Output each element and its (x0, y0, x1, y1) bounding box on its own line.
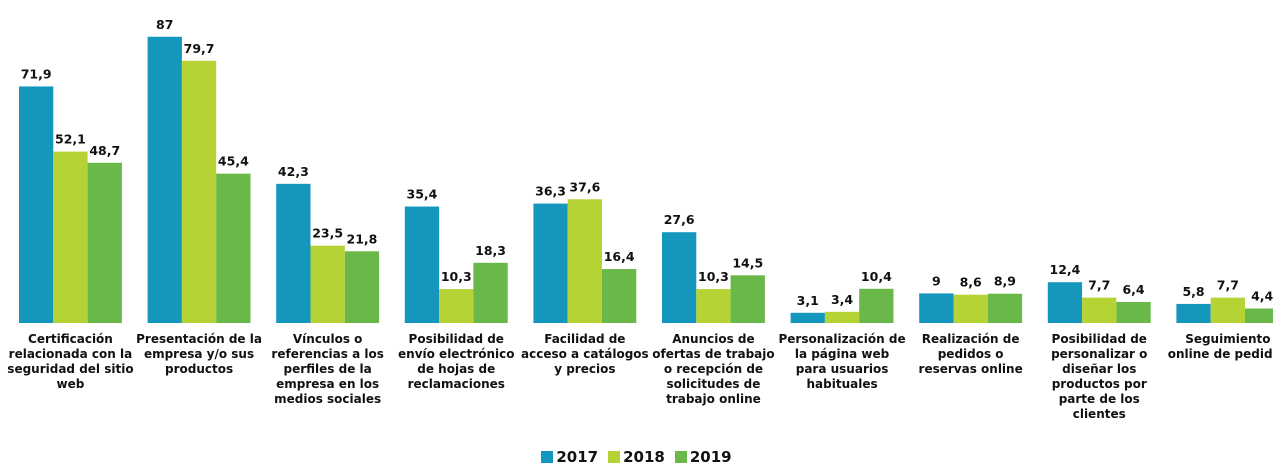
value-label: 8,9 (994, 274, 1016, 289)
legend-swatch (541, 451, 554, 463)
value-label: 10,3 (441, 269, 472, 284)
value-label: 12,4 (1050, 262, 1081, 277)
bar (439, 289, 474, 323)
value-label: 36,3 (535, 184, 566, 199)
bar (696, 289, 731, 323)
bar (602, 269, 637, 323)
bar (1116, 301, 1151, 323)
value-label: 5,8 (1182, 284, 1204, 299)
bar (790, 312, 825, 323)
value-label: 87 (156, 17, 173, 32)
bar (1210, 297, 1245, 323)
legend: 2017 2018 2019 (0, 448, 1273, 466)
value-label: 21,8 (347, 231, 378, 246)
value-label: 37,6 (569, 179, 600, 194)
value-label: 8,6 (960, 275, 982, 290)
legend-label: 2018 (623, 448, 665, 466)
bar (730, 275, 765, 323)
legend-item: 2019 (674, 448, 732, 466)
x-tick-label: Personalización de la página web para us… (778, 332, 906, 391)
value-label: 6,4 (1122, 282, 1144, 297)
value-label: 48,7 (89, 143, 120, 158)
bar (919, 293, 954, 323)
legend-item: 2017 (541, 448, 598, 466)
bar (1245, 308, 1273, 323)
bar (987, 293, 1023, 323)
bar (859, 288, 894, 323)
bar (19, 86, 54, 323)
bar (824, 311, 860, 323)
value-label: 4,4 (1251, 289, 1273, 304)
bar (147, 36, 182, 324)
value-label: 23,5 (312, 226, 343, 241)
value-label: 42,3 (278, 164, 309, 179)
bar (276, 183, 311, 323)
legend-swatch (674, 451, 687, 463)
bar (216, 173, 251, 323)
bar (662, 232, 697, 323)
bar (533, 203, 568, 323)
x-tick-label: Vínculos o referencias a los perfiles de… (271, 332, 384, 406)
bar (473, 262, 508, 323)
bar (567, 199, 602, 323)
value-label: 14,5 (732, 255, 763, 270)
x-tick-label: Facilidad de acceso a catálogos y precio… (521, 332, 649, 376)
value-label: 79,7 (184, 41, 215, 56)
x-tick-label: Posibilidad de personalizar o diseñar lo… (1051, 332, 1148, 421)
bar (1082, 297, 1117, 323)
bar (1047, 282, 1083, 323)
legend-label: 2019 (689, 448, 732, 466)
value-label: 3,1 (797, 293, 819, 308)
value-label: 52,1 (55, 132, 86, 147)
plot: 71,9 87 42,3 35,4 36,3 27,6 3,1 9 12,4 5,8 52,1 79,… (19, 17, 1273, 324)
value-label: 35,4 (407, 187, 438, 202)
bar (53, 151, 88, 323)
value-label: 7,7 (1088, 278, 1110, 293)
bar (404, 206, 440, 323)
bar (87, 162, 122, 323)
value-label: 10,4 (861, 269, 892, 284)
bar (953, 294, 988, 323)
legend-label: 2017 (556, 448, 599, 466)
value-label: 9 (932, 273, 941, 288)
value-label: 3,4 (831, 292, 853, 307)
value-label: 71,9 (21, 66, 52, 81)
bar (181, 60, 217, 324)
x-tick-label: Presentación de la empresa y/o sus produ… (136, 332, 262, 376)
legend-item: 2018 (608, 448, 665, 466)
value-label: 18,3 (475, 243, 506, 258)
x-tick-label: Certificación relacionada con la segurid… (7, 332, 134, 391)
bar (1176, 303, 1211, 323)
x-tick-label: Realización de pedidos o reservas online (918, 332, 1023, 376)
value-label: 45,4 (218, 154, 249, 169)
x-tick-label: Posibilidad de envío electrónico de hoja… (398, 332, 515, 391)
value-label: 27,6 (664, 212, 695, 227)
x-tick-label: Seguimiento online de pedidos (1167, 332, 1273, 361)
bar (344, 251, 380, 323)
legend-swatch (608, 451, 621, 463)
value-label: 10,3 (698, 269, 729, 284)
value-label: 16,4 (604, 249, 635, 264)
x-tick-label: Anuncios de ofertas de trabajo o recepci… (652, 332, 775, 406)
bar (310, 245, 345, 323)
value-label: 7,7 (1217, 278, 1239, 293)
